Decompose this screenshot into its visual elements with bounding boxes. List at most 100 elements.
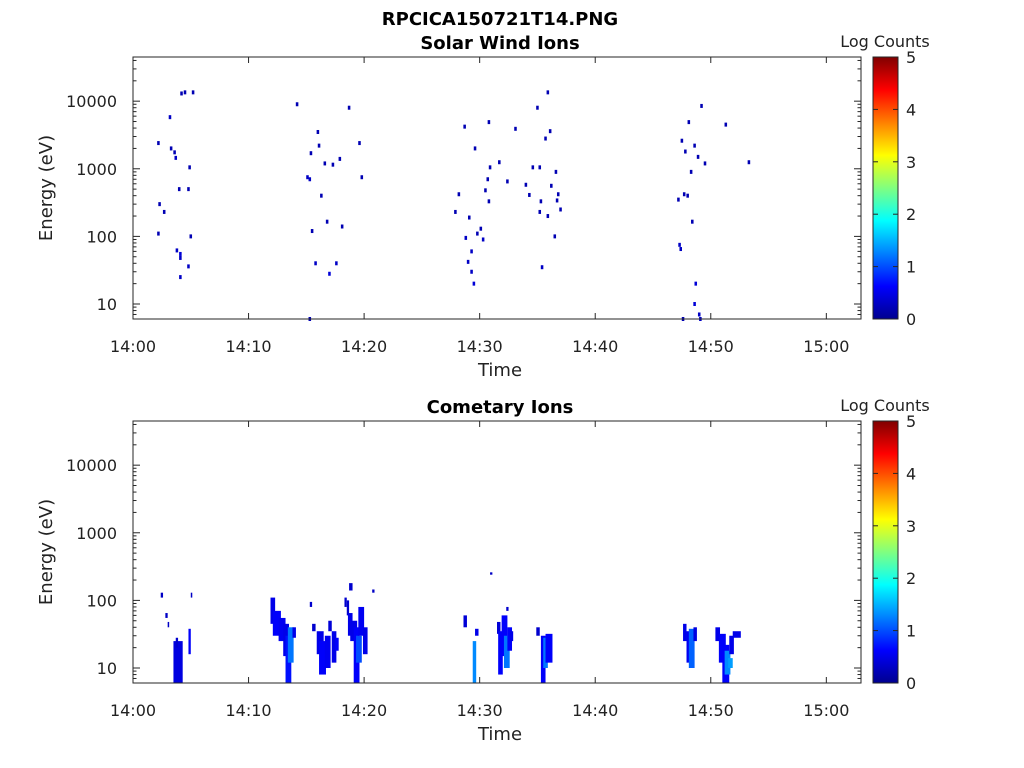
heatmap-cell [724, 650, 731, 675]
heatmap-cell [362, 627, 368, 655]
heatmap-cell [457, 192, 461, 197]
y-tick-label: 100 [86, 227, 117, 246]
heatmap-cell [173, 150, 176, 155]
heatmap-cell [548, 129, 552, 134]
heatmap-cell [677, 197, 680, 202]
x-axis-label: Time [477, 360, 522, 381]
heatmap-cell [173, 641, 183, 683]
colorbar-label: Log Counts [840, 396, 930, 415]
heatmap-cell [682, 192, 686, 197]
heatmap-cell [287, 627, 294, 663]
colorbar-tick-label: 3 [906, 153, 916, 172]
heatmap-cell [319, 641, 326, 675]
heatmap-cell [306, 175, 309, 180]
heatmap-cell [335, 261, 338, 266]
heatmap-cell [175, 248, 179, 253]
colorbar-gradient [872, 56, 899, 320]
heatmap-cell [559, 207, 562, 212]
heatmap-cell [335, 637, 339, 651]
heatmap-cell [372, 589, 375, 593]
heatmap-cell [472, 281, 476, 286]
heatmap-cell [475, 628, 479, 636]
heatmap-cell [700, 103, 703, 108]
heatmap-cell [531, 165, 535, 170]
x-axis-ticks: 14:00 14:10 14:20 14:30 14:40 14:50 15:00 [110, 57, 849, 356]
heatmap-cell [157, 141, 160, 146]
y-tick-label: 10 [97, 659, 117, 678]
heatmap-cell [188, 165, 191, 170]
heatmap-cell [356, 635, 362, 663]
heatmap-cell [331, 631, 337, 663]
x-tick-label: 15:00 [803, 337, 849, 356]
heatmap-cell [466, 259, 470, 264]
heatmap-cell [320, 193, 323, 198]
heatmap-cell [554, 169, 558, 174]
colorbar: 0 1 2 3 4 5 [872, 412, 916, 693]
x-tick-label: 15:00 [803, 701, 849, 720]
heatmap-cell [179, 255, 182, 260]
heatmap-cell [310, 229, 314, 234]
heatmap-cell [174, 155, 178, 160]
heatmap-cell [183, 90, 187, 95]
heatmap-cell [167, 621, 170, 628]
heatmap-cell [454, 209, 457, 214]
x-axis-label: Time [477, 724, 522, 745]
colorbar-tick-label: 2 [906, 205, 916, 224]
heatmap-cell [686, 193, 689, 198]
heatmap-cell [349, 583, 353, 591]
heatmap-cell [747, 160, 751, 165]
heatmap-cell [687, 120, 691, 125]
heatmap-cell [679, 247, 683, 252]
heatmap-cell [680, 138, 684, 143]
heatmap-cell [539, 199, 543, 204]
heatmap-cell [314, 261, 317, 266]
heatmap-cell [728, 658, 733, 669]
heatmap-cell [358, 141, 361, 146]
x-tick-label: 14:00 [110, 337, 156, 356]
heatmap-cell [514, 126, 517, 131]
colorbar-label: Log Counts [840, 32, 930, 51]
heatmap-cell [693, 143, 696, 148]
heatmap-cell [191, 90, 195, 95]
heatmap-cell [189, 234, 193, 239]
heatmap-cell [328, 271, 331, 276]
x-tick-label: 14:40 [572, 337, 618, 356]
y-axis-label: Energy (eV) [36, 499, 57, 605]
heatmap-cell [481, 237, 485, 242]
cometary-heatmap [160, 572, 741, 683]
heatmap-cell [187, 264, 190, 269]
heatmap-cell [506, 606, 509, 611]
colorbar-tick-label: 1 [906, 258, 916, 277]
cometary-panel: Cometary Ions 14:00 14:10 14:20 14:30 14:40 1… [36, 396, 930, 745]
heatmap-cell [715, 627, 721, 642]
heatmap-cell [180, 91, 183, 96]
heatmap-cell [506, 179, 509, 184]
x-tick-label: 14:30 [457, 337, 503, 356]
panel-title: Cometary Ions [427, 397, 574, 418]
heatmap-cell [472, 641, 477, 683]
heatmap-cell [544, 136, 547, 141]
heatmap-cell [278, 617, 286, 642]
heatmap-cell [546, 214, 550, 219]
heatmap-cell [157, 231, 160, 236]
colorbar-gradient [872, 420, 899, 684]
colorbar-tick-label: 3 [906, 517, 916, 536]
heatmap-cell [476, 231, 479, 236]
heatmap-cell [347, 105, 351, 110]
figure-title: RPCICA150721T14.PNG [382, 9, 618, 30]
heatmap-cell [160, 592, 164, 598]
heatmap-cell [188, 628, 191, 655]
heatmap-cell [312, 623, 316, 632]
heatmap-cell [187, 187, 190, 192]
y-axis-ticks: 10 100 1000 10000 [66, 59, 861, 320]
heatmap-cell [179, 275, 182, 280]
heatmap-cell [467, 215, 471, 220]
heatmap-cell [358, 606, 365, 636]
heatmap-cell [498, 631, 503, 675]
axes-frame [132, 420, 862, 684]
heatmap-cell [553, 234, 557, 239]
heatmap-cell [272, 610, 281, 636]
solar-wind-heatmap [157, 90, 751, 321]
x-tick-label: 14:30 [457, 701, 503, 720]
heatmap-cell [165, 613, 168, 618]
